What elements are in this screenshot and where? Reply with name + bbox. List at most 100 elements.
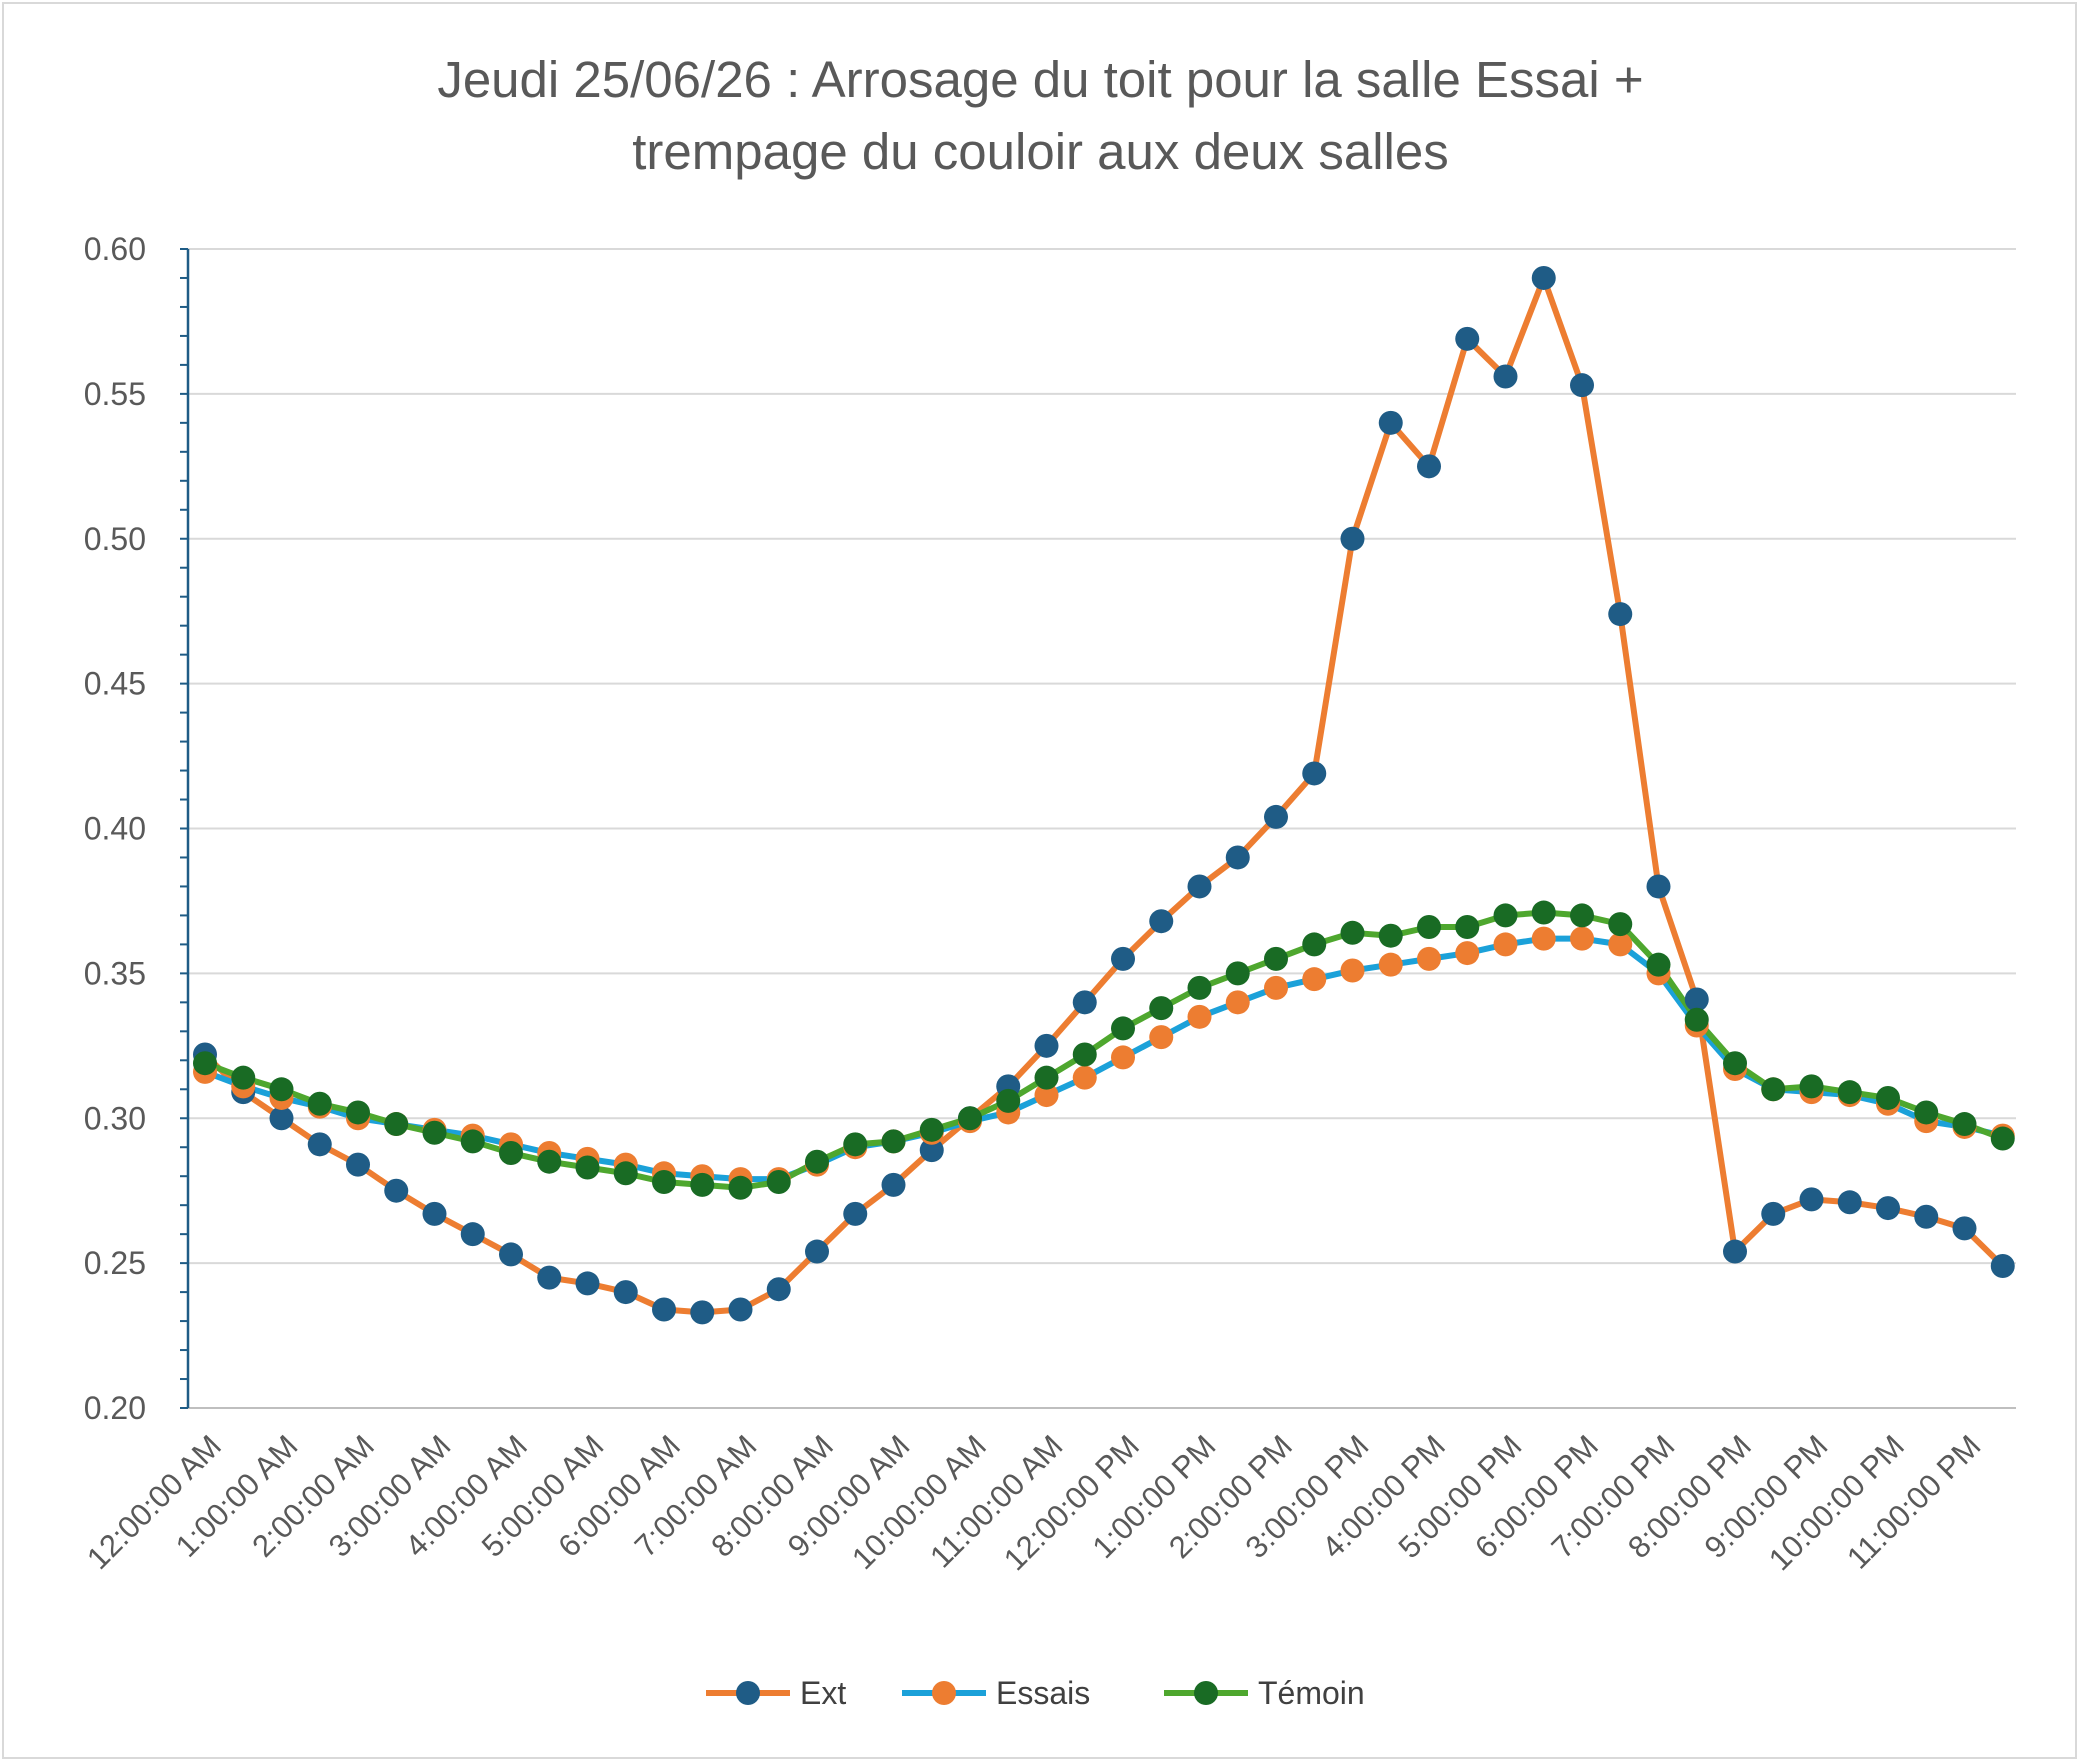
data-point-ext [1914, 1204, 1939, 1229]
data-point-temoin [537, 1149, 562, 1174]
data-point-temoin [1952, 1112, 1977, 1137]
data-point-temoin [1187, 975, 1212, 1000]
data-point-ext [1684, 987, 1709, 1012]
data-point-ext [1646, 874, 1671, 899]
data-point-ext [1302, 761, 1327, 786]
data-point-temoin [1034, 1065, 1059, 1090]
legend-marker [736, 1681, 760, 1705]
data-point-temoin [652, 1169, 676, 1194]
data-point-ext [1952, 1216, 1977, 1241]
y-axis [180, 248, 190, 1409]
data-point-ext [1723, 1239, 1747, 1264]
data-point-ext [1111, 946, 1135, 971]
data-point-temoin [193, 1051, 217, 1076]
data-point-temoin [575, 1155, 600, 1180]
legend-label: Témoin [1258, 1675, 1365, 1711]
data-point-ext [690, 1300, 715, 1325]
data-point-temoin [1990, 1126, 2015, 1151]
data-point-ext [269, 1106, 294, 1131]
data-point-temoin [422, 1120, 447, 1145]
data-point-ext [652, 1297, 676, 1322]
gridlines [188, 248, 2016, 1409]
data-point-temoin [1684, 1007, 1709, 1032]
data-point-ext [1072, 990, 1097, 1015]
x-tick-labels: 12:00:00 AM1:00:00 AM2:00:00 AM3:00:00 A… [80, 1428, 1987, 1577]
data-point-ext [1761, 1201, 1786, 1226]
data-point-temoin [1225, 961, 1250, 986]
data-point-temoin [460, 1129, 485, 1154]
data-point-essais [1149, 1025, 1174, 1050]
x-tick-label: 11:00:00 PM [1840, 1428, 1987, 1575]
data-point-ext [499, 1242, 523, 1267]
data-point-ext [843, 1201, 868, 1226]
data-point-temoin [1761, 1077, 1786, 1102]
data-point-ext [1264, 804, 1288, 829]
data-point-temoin [805, 1149, 829, 1174]
data-point-ext [728, 1297, 753, 1322]
data-point-essais [1072, 1065, 1097, 1090]
data-point-temoin [1302, 932, 1327, 957]
chart-title: Jeudi 25/06/26 : Arrosage du toit pour l… [0, 44, 2081, 188]
data-point-temoin [1723, 1051, 1747, 1076]
data-point-ext [1225, 845, 1250, 870]
legend[interactable]: Ext Essais Témoin [706, 1675, 1365, 1711]
y-tick-label: 0.35 [84, 955, 146, 991]
legend-item-ext[interactable]: Ext [706, 1675, 846, 1711]
data-point-essais [1302, 967, 1327, 992]
legend-item-temoin[interactable]: Témoin [1164, 1675, 1365, 1711]
data-point-temoin [231, 1065, 256, 1090]
data-point-essais [1378, 952, 1403, 977]
data-point-ext [537, 1265, 562, 1290]
data-point-temoin [766, 1169, 791, 1194]
data-point-temoin [1072, 1042, 1097, 1067]
data-point-temoin [843, 1132, 868, 1157]
data-point-ext [766, 1277, 791, 1302]
data-point-ext [307, 1132, 332, 1157]
chart-title-line1: Jeudi 25/06/26 : Arrosage du toit pour l… [437, 51, 1644, 108]
y-tick-label: 0.45 [84, 666, 146, 702]
series-group [193, 265, 2015, 1325]
data-point-ext [1149, 909, 1174, 934]
data-point-ext [1990, 1254, 2015, 1279]
legend-label: Ext [800, 1675, 846, 1711]
data-point-ext [460, 1222, 485, 1247]
data-point-ext [1799, 1187, 1824, 1212]
data-point-temoin [269, 1077, 294, 1102]
data-point-essais [1493, 932, 1518, 957]
series-line-ext [202, 274, 2005, 1316]
data-point-temoin [996, 1088, 1021, 1113]
y-tick-label: 0.30 [84, 1100, 146, 1136]
data-point-essais [1417, 946, 1441, 971]
data-point-ext [1837, 1190, 1862, 1215]
data-point-temoin [1608, 912, 1633, 937]
data-point-ext [1531, 265, 1556, 290]
data-point-ext [422, 1201, 447, 1226]
data-point-essais [1187, 1004, 1212, 1029]
data-point-ext [575, 1271, 600, 1296]
legend-item-essais[interactable]: Essais [902, 1675, 1090, 1711]
data-point-temoin [1646, 952, 1671, 977]
data-point-temoin [1417, 915, 1441, 940]
data-point-temoin [1111, 1016, 1135, 1041]
data-point-temoin [728, 1175, 753, 1200]
data-point-temoin [613, 1161, 638, 1186]
data-point-temoin [1876, 1085, 1900, 1110]
data-point-ext [1034, 1033, 1059, 1058]
data-point-ext [1378, 410, 1403, 435]
data-point-temoin [919, 1117, 944, 1142]
data-point-essais [1531, 926, 1556, 951]
data-point-temoin [1149, 996, 1174, 1021]
data-point-temoin [384, 1112, 409, 1137]
data-point-temoin [499, 1141, 523, 1166]
data-point-essais [1111, 1045, 1135, 1070]
data-point-temoin [1340, 920, 1365, 945]
data-point-ext [613, 1280, 638, 1305]
y-tick-label: 0.60 [84, 231, 146, 267]
data-point-ext [384, 1178, 409, 1203]
data-point-temoin [1493, 903, 1518, 928]
data-point-temoin [958, 1106, 982, 1131]
data-point-ext [346, 1152, 370, 1177]
data-point-temoin [690, 1172, 715, 1197]
